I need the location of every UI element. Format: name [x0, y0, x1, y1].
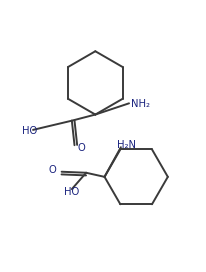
Text: O: O — [48, 165, 56, 175]
Text: HO: HO — [63, 187, 78, 197]
Text: HO: HO — [22, 126, 37, 136]
Text: NH₂: NH₂ — [130, 99, 149, 109]
Text: O: O — [78, 143, 85, 153]
Text: H₂N: H₂N — [116, 140, 135, 150]
